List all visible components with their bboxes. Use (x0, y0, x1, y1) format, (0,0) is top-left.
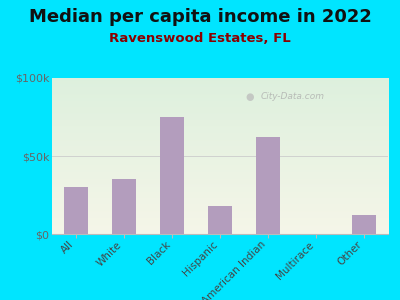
Text: ●: ● (245, 92, 254, 102)
Bar (256, 137, 280, 234)
Bar (112, 179, 136, 234)
Text: City-Data.com: City-Data.com (260, 92, 324, 101)
Bar (160, 117, 184, 234)
Bar (352, 215, 376, 234)
Text: Median per capita income in 2022: Median per capita income in 2022 (28, 8, 372, 26)
Bar (208, 206, 232, 234)
Bar (64, 187, 88, 234)
Text: Ravenswood Estates, FL: Ravenswood Estates, FL (109, 32, 291, 44)
